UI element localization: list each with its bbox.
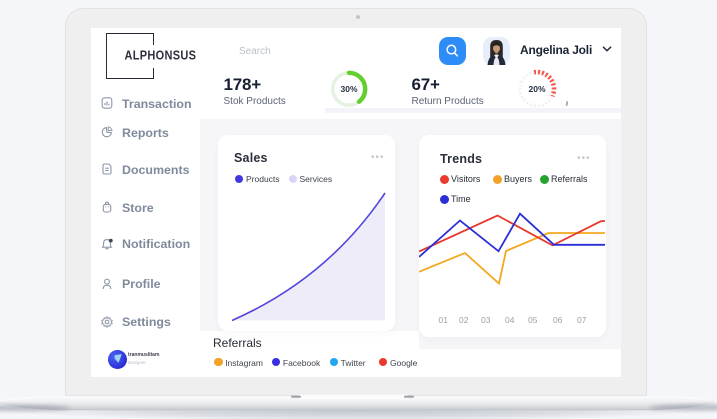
- svg-text:30%: 30%: [340, 84, 357, 94]
- svg-text:20%: 20%: [528, 84, 545, 94]
